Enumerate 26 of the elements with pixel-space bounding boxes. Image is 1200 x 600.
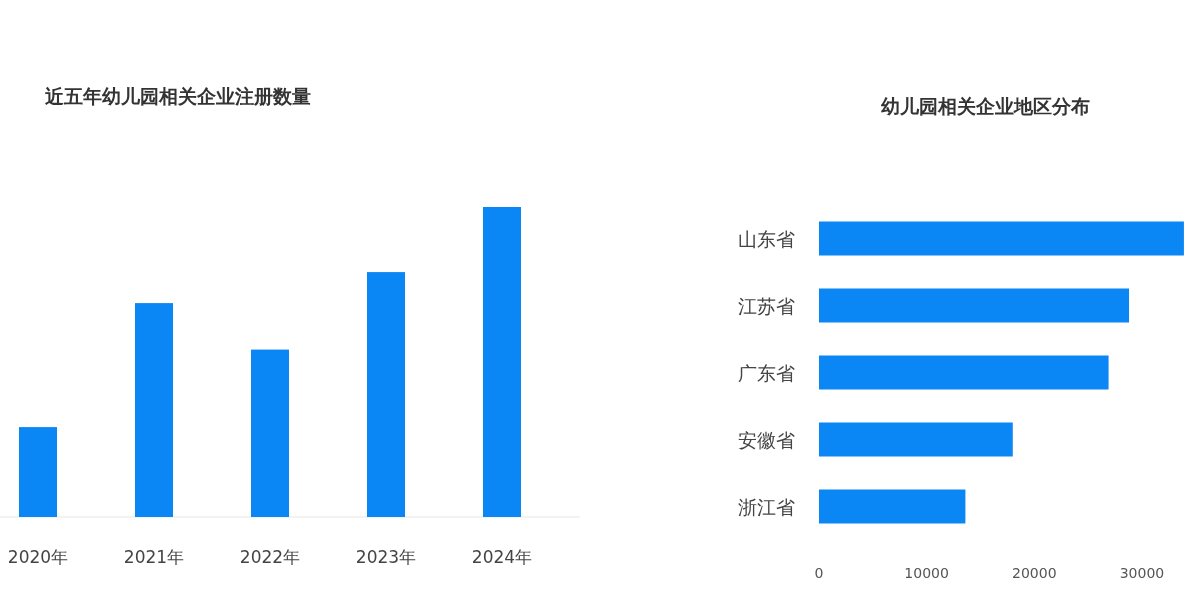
y-tick-label: 江苏省 bbox=[738, 294, 795, 317]
x-tick-label: 2024年 bbox=[471, 547, 533, 567]
y-tick-label: 山东省 bbox=[738, 227, 795, 250]
bar bbox=[19, 427, 57, 517]
bar bbox=[367, 272, 405, 517]
x-tick-label: 30000 bbox=[1119, 565, 1165, 581]
x-tick-label: 2020年 bbox=[7, 547, 69, 567]
bar bbox=[251, 349, 289, 517]
bar bbox=[483, 207, 521, 517]
x-tick-label: 10000 bbox=[904, 565, 949, 581]
chart-title: 幼儿园相关企业地区分布 bbox=[880, 95, 1090, 117]
x-tick-label: 2021年 bbox=[123, 547, 185, 567]
bar bbox=[819, 489, 966, 524]
bar bbox=[819, 221, 1184, 256]
x-tick-label: 2022年 bbox=[239, 547, 301, 567]
bar bbox=[819, 355, 1109, 390]
x-tick-label: 2023年 bbox=[355, 547, 417, 567]
y-tick-label: 浙江省 bbox=[738, 495, 795, 518]
bar bbox=[819, 288, 1130, 323]
x-tick-label: 20000 bbox=[1012, 565, 1057, 581]
bar bbox=[135, 303, 173, 517]
y-tick-label: 广东省 bbox=[738, 361, 795, 384]
x-tick-label: 0 bbox=[814, 565, 824, 581]
y-tick-label: 安徽省 bbox=[738, 428, 795, 451]
chart-title: 近五年幼儿园相关企业注册数量 bbox=[44, 85, 311, 107]
bar bbox=[819, 422, 1013, 457]
